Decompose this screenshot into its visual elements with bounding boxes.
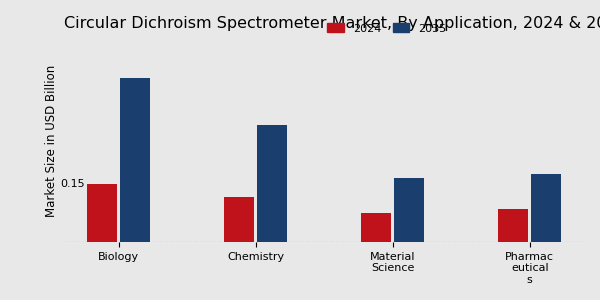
- Text: Circular Dichroism Spectrometer Market, By Application, 2024 & 2035: Circular Dichroism Spectrometer Market, …: [64, 16, 600, 32]
- Bar: [498, 209, 529, 242]
- Bar: [394, 178, 424, 242]
- Text: 0.15: 0.15: [60, 178, 85, 189]
- Bar: [257, 125, 287, 242]
- Bar: [361, 213, 391, 242]
- Y-axis label: Market Size in USD Billion: Market Size in USD Billion: [45, 65, 58, 217]
- Bar: [531, 174, 561, 242]
- Legend: 2024, 2035: 2024, 2035: [323, 19, 451, 38]
- Bar: [224, 197, 254, 242]
- Bar: [120, 78, 150, 242]
- Bar: [87, 184, 118, 242]
